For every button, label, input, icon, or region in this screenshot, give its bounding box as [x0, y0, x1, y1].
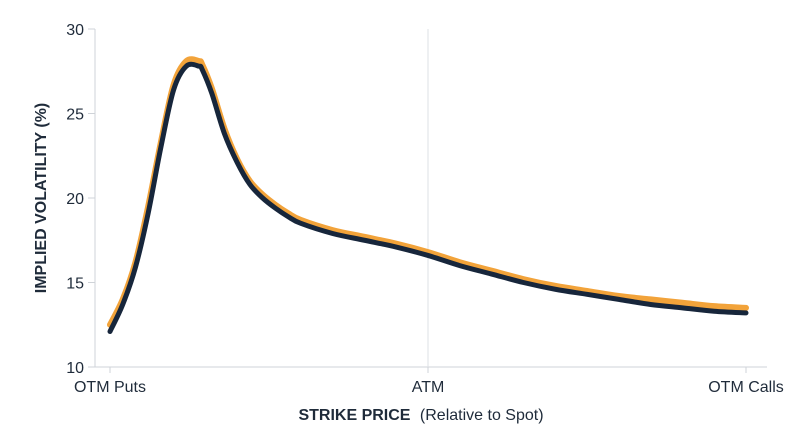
x-axis-title: STRIKE PRICE (Relative to Spot) [298, 407, 543, 424]
y-tick-label: 10 [66, 360, 84, 377]
x-tick-label: OTM Puts [74, 379, 146, 396]
y-axis-title: IMPLIED VOLATILITY (%) [33, 103, 50, 294]
x-axis-title-bold: STRIKE PRICE [298, 407, 410, 424]
series-line-2 [107, 61, 749, 335]
series-layer [107, 56, 749, 335]
y-tick-label: 15 [66, 276, 84, 293]
x-axis-title-rest: (Relative to Spot) [420, 407, 544, 424]
y-tick-label: 20 [66, 191, 84, 208]
x-tick-label: ATM [412, 379, 445, 396]
axes-layer [94, 29, 767, 368]
ticks-layer: 10 15 20 25 30 OTM Puts ATM OTM Calls [66, 22, 784, 396]
y-tick-label: 25 [66, 107, 84, 124]
y-tick-label: 30 [66, 22, 84, 39]
x-tick-label: OTM Calls [708, 379, 784, 396]
